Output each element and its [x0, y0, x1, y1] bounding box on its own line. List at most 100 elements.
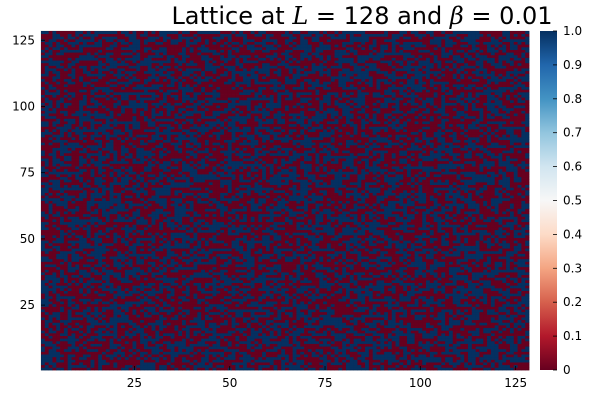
lattice-cell	[231, 362, 236, 366]
lattice-cell	[407, 290, 412, 294]
lattice-cell	[166, 348, 172, 352]
lattice-cell	[121, 317, 126, 321]
lattice-cell	[67, 287, 72, 291]
lattice-cell	[326, 343, 332, 347]
lattice-cell	[384, 274, 389, 278]
lattice-cell	[48, 282, 53, 286]
lattice-cell	[418, 340, 423, 344]
lattice-cell	[502, 311, 507, 315]
lattice-cell	[445, 340, 450, 344]
lattice-cell	[468, 293, 473, 297]
lattice-cell	[174, 356, 179, 360]
lattice-cell	[60, 311, 65, 315]
lattice-cell	[224, 290, 229, 294]
lattice-cell	[140, 287, 145, 291]
lattice-cell	[464, 272, 469, 276]
lattice-cell	[513, 269, 518, 273]
lattice-cell	[227, 330, 233, 334]
lattice-cell	[460, 274, 465, 278]
lattice-cell	[204, 266, 210, 270]
lattice-cell	[349, 279, 355, 283]
lattice-cell	[174, 351, 179, 355]
lattice-cell	[204, 285, 210, 289]
lattice-cell	[521, 303, 526, 307]
lattice-cell	[277, 274, 282, 278]
lattice-cell	[52, 324, 57, 329]
lattice-cell	[235, 332, 240, 336]
lattice-cell	[121, 309, 126, 313]
lattice-cell	[231, 266, 236, 270]
lattice-cell	[361, 293, 366, 297]
lattice-cell	[490, 287, 496, 291]
lattice-cell	[204, 362, 210, 366]
lattice-cell	[71, 324, 76, 329]
lattice-cell	[105, 343, 111, 347]
lattice-cell	[121, 282, 126, 286]
lattice-cell	[288, 338, 294, 342]
lattice-cell	[391, 303, 396, 307]
lattice-cell	[502, 354, 507, 358]
lattice-cell	[498, 327, 503, 331]
lattice-cell	[479, 306, 484, 310]
lattice-cell	[307, 272, 313, 276]
lattice-cell	[41, 314, 46, 318]
lattice-cell	[437, 314, 442, 318]
lattice-cell	[67, 277, 72, 281]
lattice-cell	[151, 279, 156, 283]
lattice-cell	[193, 335, 198, 339]
lattice-cell	[117, 327, 122, 331]
lattice-cell	[288, 269, 294, 273]
lattice-cell	[201, 290, 206, 294]
lattice-cell	[334, 324, 339, 329]
lattice-cell	[60, 285, 65, 289]
lattice-cell	[258, 266, 263, 270]
lattice-cell	[319, 309, 324, 313]
lattice-cell	[315, 314, 320, 318]
lattice-cell	[380, 298, 385, 302]
lattice-cell	[82, 277, 88, 281]
lattice-cell	[277, 314, 282, 318]
lattice-cell	[311, 338, 316, 342]
lattice-cell	[490, 362, 496, 366]
lattice-cell	[487, 362, 492, 366]
lattice-cell	[82, 356, 88, 360]
lattice-cell	[307, 314, 313, 318]
lattice-cell	[368, 348, 374, 352]
lattice-cell	[269, 269, 274, 273]
lattice-cell	[82, 351, 88, 355]
lattice-cell	[468, 322, 473, 326]
lattice-cell	[239, 332, 244, 336]
lattice-cell	[151, 351, 156, 355]
lattice-cell	[509, 359, 515, 363]
lattice-cell	[475, 327, 480, 331]
lattice-cell	[285, 285, 290, 289]
lattice-cell	[48, 298, 53, 302]
lattice-cell	[60, 309, 65, 313]
lattice-cell	[414, 314, 419, 318]
lattice-cell	[433, 319, 438, 323]
lattice-cell	[517, 338, 522, 342]
lattice-cell	[94, 362, 99, 366]
lattice-cell	[445, 317, 450, 321]
lattice-cell	[86, 285, 91, 289]
lattice-cell	[94, 332, 99, 336]
lattice-cell	[368, 340, 374, 344]
lattice-cell	[197, 301, 202, 305]
lattice-cell	[502, 301, 507, 305]
lattice-cell	[189, 290, 194, 294]
lattice-cell	[174, 303, 179, 307]
lattice-cell	[52, 287, 57, 291]
lattice-cell	[441, 322, 446, 326]
lattice-cell	[44, 269, 50, 273]
lattice-cell	[269, 277, 274, 281]
lattice-cell	[410, 285, 416, 289]
lattice-cell	[185, 346, 191, 350]
lattice-cell	[121, 343, 126, 347]
lattice-cell	[159, 335, 164, 339]
lattice-cell	[147, 274, 152, 278]
lattice-cell	[384, 290, 389, 294]
lattice-cell	[407, 348, 412, 352]
lattice-cell	[224, 343, 229, 347]
lattice-cell	[437, 301, 442, 305]
lattice-cell	[445, 335, 450, 339]
